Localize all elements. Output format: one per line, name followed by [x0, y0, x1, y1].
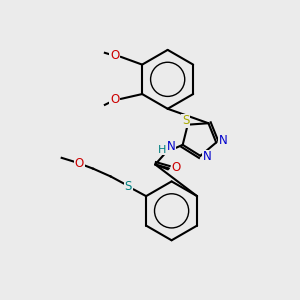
Text: N: N: [219, 134, 227, 147]
Text: S: S: [125, 180, 132, 193]
Text: S: S: [182, 114, 189, 127]
Text: N: N: [203, 150, 212, 163]
Text: H: H: [158, 145, 166, 155]
Text: O: O: [75, 157, 84, 170]
Text: O: O: [110, 93, 119, 106]
Text: N: N: [167, 140, 175, 153]
Text: O: O: [171, 161, 180, 174]
Text: O: O: [110, 49, 119, 62]
